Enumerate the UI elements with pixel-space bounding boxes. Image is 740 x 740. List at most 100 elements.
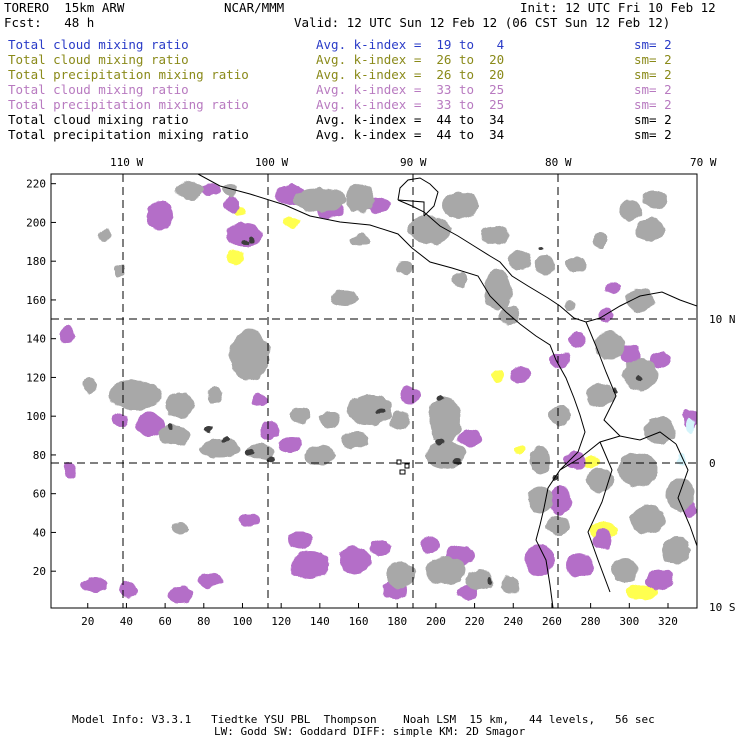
cloud-shading-purple (63, 462, 77, 478)
cloud-shading-dark (204, 427, 212, 433)
cloud-shading-grey (666, 479, 694, 511)
y-tick-label: 200 (26, 216, 46, 229)
cloud-shading-grey (294, 188, 346, 212)
cloud-shading-grey (636, 218, 664, 242)
cloud-shading-grey (500, 577, 520, 593)
y-tick-label: 120 (26, 371, 46, 384)
init-time: Init: 12 UTC Fri 10 Feb 12 (520, 0, 716, 15)
legend-field: Total precipitation mixing ratio (8, 67, 249, 82)
lon-label: 70 W (690, 156, 717, 169)
cloud-shading-purple (592, 530, 612, 550)
lat-label: 10 S (709, 601, 736, 614)
cloud-shading-grey (618, 200, 642, 220)
y-tick-label: 60 (33, 488, 46, 501)
cloud-shading-grey (611, 558, 639, 582)
cloud-shading-purple (200, 183, 220, 197)
cloud-shading-grey (331, 290, 359, 306)
cloud-shading-purple (118, 582, 138, 598)
model-info-line1: Model Info: V3.3.1 Tiedtke YSU PBL Thomp… (72, 713, 655, 726)
cloud-shading-purple (420, 536, 440, 554)
cloud-shading-grey (566, 257, 586, 273)
cloud-shading-grey (594, 331, 626, 359)
x-tick-label: 100 (233, 615, 253, 628)
coastline-caribbean (397, 199, 697, 323)
lon-label: 90 W (400, 156, 427, 169)
x-tick-label: 320 (658, 615, 678, 628)
cloud-shading-dark (221, 437, 229, 443)
cloud-shading-dark (436, 439, 444, 445)
cloud-shading-grey (390, 411, 410, 429)
cloud-shading-purple (278, 437, 302, 453)
legend-smoothing: sm= 2 (634, 52, 672, 67)
x-tick-label: 300 (619, 615, 639, 628)
legend-smoothing: sm= 2 (634, 37, 672, 52)
longitude-labels: 110 W 100 W 90 W 80 W 70 W (110, 156, 717, 169)
legend-smoothing: sm= 2 (634, 112, 672, 127)
cloud-shading-grey (528, 486, 552, 514)
cloud-shading-grey (662, 536, 690, 564)
border-guatemala (397, 199, 425, 216)
cloud-shading-purple (136, 413, 164, 437)
cloud-shading-grey (346, 184, 374, 212)
coastline-central-america (197, 174, 586, 608)
legend-kindex: Avg. k-index = 26 to 20 (316, 67, 505, 82)
cloud-shading-grey (114, 264, 126, 276)
cloud-shading-grey (586, 383, 614, 407)
cloud-shading-grey (341, 431, 369, 449)
x-tick-label: 220 (465, 615, 485, 628)
cloud-shading-grey (481, 225, 509, 245)
cloud-shading-cyan (685, 417, 695, 433)
cloud-shading-purple (510, 366, 530, 384)
y-tick-label: 100 (26, 410, 46, 423)
cloud-shading-grey (200, 438, 240, 458)
cloud-shading-purple (565, 451, 585, 469)
cloud-shading-grey (630, 506, 666, 534)
cloud-shading-grey (425, 556, 465, 584)
cloud-shading-grey (408, 216, 452, 244)
cloud-shading-purple (240, 513, 260, 527)
cloud-shading-grey (230, 329, 270, 381)
cloud-shading-purple (198, 572, 222, 588)
x-tick-label: 60 (158, 615, 171, 628)
cloud-shading-dark (487, 577, 493, 583)
legend-kindex: Avg. k-index = 44 to 34 (316, 112, 505, 127)
legend-kindex: Avg. k-index = 33 to 25 (316, 97, 505, 112)
cloud-shading-grey (644, 416, 676, 444)
cloud-shading-grey (622, 359, 658, 391)
legend-field: Total precipitation mixing ratio (8, 97, 249, 112)
cloud-shading-grey (109, 380, 161, 410)
cloud-shading-grey (82, 377, 98, 393)
cloud-shading-purple (604, 281, 620, 295)
x-tick-label: 240 (503, 615, 523, 628)
cloud-shading-purple (566, 553, 594, 577)
legend-field: Total cloud mixing ratio (8, 112, 189, 127)
cloud-shading-grey (222, 182, 238, 198)
forecast-hour: Fcst: 48 h (4, 15, 95, 30)
cloud-shading-grey (586, 468, 614, 492)
x-tick-label: 200 (426, 615, 446, 628)
x-tick-label: 280 (581, 615, 601, 628)
border-peru-colombia (587, 441, 613, 593)
cloud-shading-grey (386, 561, 414, 589)
cloud-shading-yellow (514, 446, 526, 454)
cloud-shading-grey (172, 522, 188, 534)
cloud-shading-purple (646, 570, 674, 590)
border-colombia-venezuela (585, 321, 621, 437)
cloud-shading-dark (245, 449, 255, 455)
lat-lon-grid (51, 174, 697, 608)
y-tick-label: 220 (26, 178, 46, 191)
cloud-shading-purple (288, 531, 312, 549)
legend-kindex: Avg. k-index = 44 to 34 (316, 127, 505, 142)
cloud-shading-grey (429, 396, 461, 444)
y-tick-label: 80 (33, 449, 46, 462)
cloud-shading-grey (320, 412, 340, 428)
cloud-shading-grey (530, 446, 550, 474)
cloud-shading-yellow (491, 371, 505, 381)
lat-label: 0 (709, 457, 716, 470)
cloud-shading-grey (452, 272, 468, 288)
cloud-shading-grey (618, 452, 658, 488)
cloud-shading-yellow (626, 584, 658, 600)
cloud-shading-dark (376, 409, 384, 415)
cloud-shading-purple (400, 387, 420, 403)
